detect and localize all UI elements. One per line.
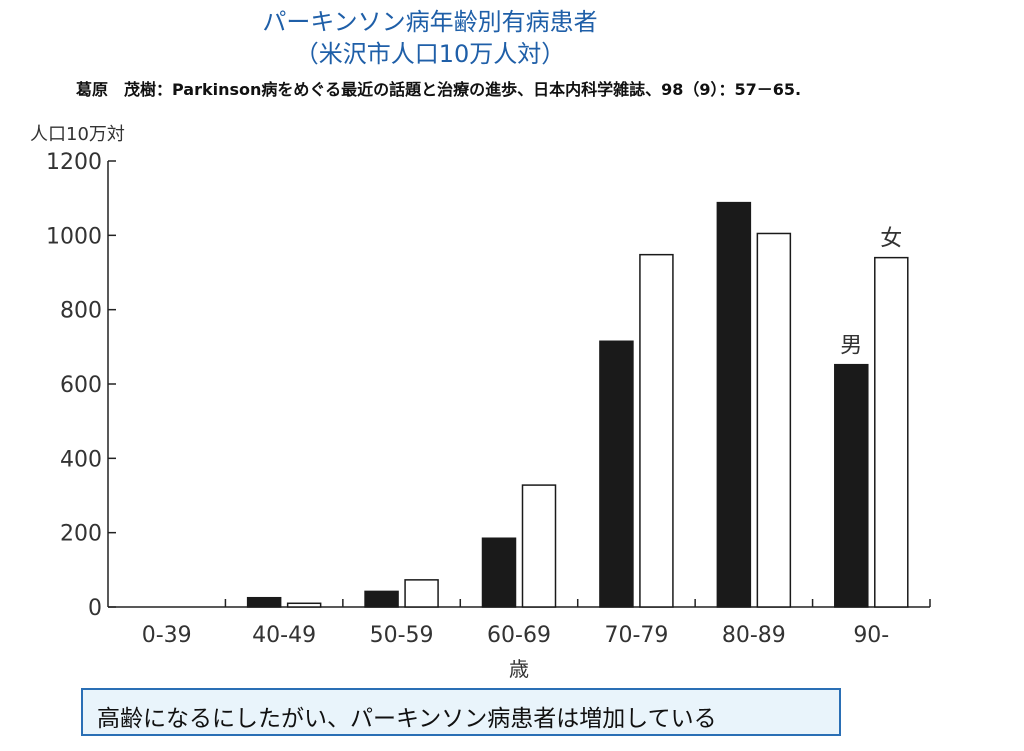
x-tick-label: 40-49 [252, 623, 316, 648]
bar-female [639, 253, 674, 608]
y-tick-label: 800 [60, 299, 102, 324]
bar-female [756, 232, 792, 608]
bar-male [834, 363, 869, 608]
bar-male [364, 590, 399, 608]
bar-male [599, 340, 634, 608]
bar-male [481, 537, 517, 608]
series-label-male: 男 [840, 334, 862, 359]
x-tick-label: 50-59 [370, 623, 434, 648]
y-tick-label: 200 [60, 522, 102, 547]
citation: 葛原 茂樹：Parkinson病をめぐる最近の話題と治療の進歩、日本内科学雑誌、… [76, 80, 802, 99]
y-tick-label: 400 [60, 447, 102, 472]
y-tick-label: 0 [88, 596, 102, 621]
x-tick-label: 70-79 [604, 623, 668, 648]
x-tick-label: 90- [853, 623, 889, 648]
caption-box: 高齢になるにしたがい、パーキンソン病患者は増加している [81, 688, 841, 736]
x-tick-label: 60-69 [487, 623, 551, 648]
bar-female [404, 579, 439, 608]
bar-male [716, 201, 752, 608]
bar-male [246, 596, 282, 608]
chart-subtitle: （米沢市人口10万人対） [294, 40, 566, 68]
chart-title: パーキンソン病年齢別有病患者 [262, 8, 598, 36]
bar-female [286, 602, 322, 608]
bar-chart: 0 200 400 600 800 1000 1200 0-39 40-49 50-59 60-69… [46, 150, 931, 681]
bar-female [874, 256, 909, 608]
y-tick-label: 1000 [46, 224, 102, 249]
x-tick-label: 80-89 [722, 623, 786, 648]
caption-text: 高齢になるにしたがい、パーキンソン病患者は増加している [97, 706, 717, 732]
y-tick-label: 600 [60, 373, 102, 398]
y-axis-label: 人口10万対 [30, 124, 125, 145]
y-tick-label: 1200 [46, 150, 102, 175]
series-label-female: 女 [880, 227, 902, 252]
bar-female [521, 484, 557, 608]
x-tick-label: 0-39 [142, 623, 192, 648]
x-axis-label: 歳 [509, 657, 529, 681]
